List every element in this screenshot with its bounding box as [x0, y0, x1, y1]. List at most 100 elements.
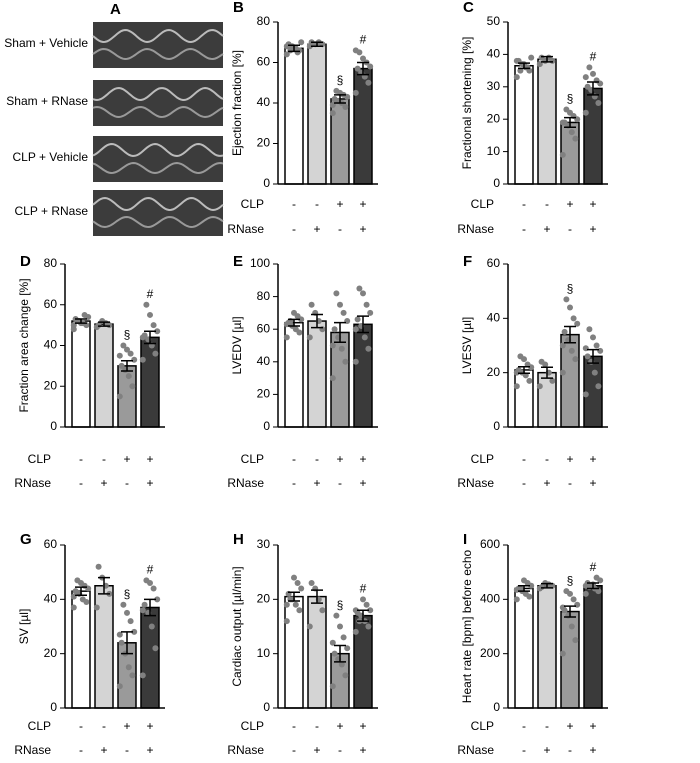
condition-sign: -: [568, 476, 572, 490]
condition-sign: -: [292, 719, 296, 733]
error-bar: [541, 582, 553, 589]
y-tick-label: 50: [487, 14, 501, 28]
condition-sign: -: [568, 743, 572, 757]
echo-trace: [92, 47, 224, 61]
data-point: [152, 645, 159, 652]
error-bar: [541, 366, 553, 379]
condition-name: RNase: [457, 222, 494, 236]
y-axis-label: Ejection fraction [%]: [230, 50, 244, 156]
data-point: [116, 352, 123, 359]
data-point: [570, 596, 577, 603]
data-point: [292, 601, 299, 608]
echo-trace: [92, 86, 224, 102]
data-point: [329, 342, 336, 349]
data-point: [333, 612, 340, 619]
y-tick-label: 30: [257, 537, 271, 551]
data-point: [139, 607, 146, 614]
y-axis-label: SV [µl]: [17, 609, 31, 645]
echo-image: [93, 190, 223, 236]
error-bar: [564, 325, 576, 344]
data-point: [308, 580, 315, 587]
data-point: [582, 582, 589, 589]
data-point: [559, 151, 566, 158]
data-point: [154, 596, 161, 603]
data-point: [124, 609, 130, 616]
data-point: [124, 346, 130, 353]
condition-sign: +: [589, 452, 596, 466]
data-point: [365, 79, 372, 86]
condition-sign: -: [125, 476, 129, 490]
condition-sign: -: [292, 222, 296, 236]
condition-name: CLP: [471, 452, 494, 466]
condition-sign: +: [589, 222, 596, 236]
error-bar: [587, 81, 599, 96]
condition-sign: -: [522, 743, 526, 757]
data-point: [536, 61, 543, 68]
error-bar: [98, 576, 110, 595]
data-point: [116, 631, 123, 638]
y-tick-label: 100: [250, 256, 270, 270]
y-tick-label: 40: [257, 95, 271, 109]
data-point: [593, 574, 600, 581]
condition-sign: +: [566, 197, 573, 211]
data-point: [291, 309, 297, 316]
y-tick-label: 0: [50, 419, 57, 433]
data-point: [129, 383, 136, 390]
data-point: [331, 650, 338, 657]
error-bar: [357, 61, 369, 76]
echo-trace: [92, 105, 224, 119]
data-point: [283, 618, 290, 625]
data-point: [338, 345, 345, 352]
condition-name: CLP: [28, 452, 51, 466]
panel-letter: G: [20, 531, 32, 548]
data-point: [352, 358, 359, 365]
data-point: [595, 100, 602, 106]
data-point: [125, 664, 132, 671]
error-bar: [518, 585, 530, 592]
condition-sign: -: [292, 452, 296, 466]
data-point: [538, 358, 545, 365]
condition-sign: +: [589, 476, 596, 490]
echo-image: [93, 136, 223, 182]
data-point: [568, 129, 575, 136]
data-point: [329, 639, 336, 646]
data-point: [572, 356, 579, 363]
y-tick-label: 600: [480, 537, 500, 551]
error-bar: [334, 321, 346, 343]
data-point: [306, 334, 313, 341]
panel-letter: B: [233, 0, 244, 16]
panel-letter: E: [233, 253, 243, 270]
data-point: [338, 661, 345, 668]
condition-sign: +: [359, 222, 366, 236]
condition-sign: -: [79, 476, 83, 490]
data-point: [563, 296, 570, 303]
y-tick-label: 20: [487, 365, 501, 379]
y-tick-label: 40: [44, 592, 58, 606]
significance-mark: #: [590, 560, 597, 574]
error-bar: [518, 62, 530, 70]
condition-sign: +: [359, 197, 366, 211]
error-bar: [288, 44, 300, 53]
data-point: [526, 377, 533, 384]
data-point: [570, 315, 577, 322]
data-point: [367, 63, 374, 70]
data-point: [528, 54, 535, 61]
data-point: [127, 350, 134, 357]
data-point: [150, 322, 157, 329]
bar: [514, 64, 534, 185]
data-point: [360, 290, 366, 297]
condition-sign: +: [146, 719, 153, 733]
condition-name: CLP: [241, 719, 264, 733]
data-point: [329, 110, 336, 117]
condition-sign: +: [336, 197, 343, 211]
error-bar: [144, 330, 156, 345]
data-point: [352, 628, 359, 635]
echo-trace: [92, 142, 224, 158]
error-bar: [587, 582, 599, 590]
condition-sign: +: [543, 743, 550, 757]
condition-name: CLP: [28, 719, 51, 733]
data-point: [360, 55, 366, 62]
data-point: [143, 301, 150, 308]
y-tick-label: 0: [493, 419, 500, 433]
